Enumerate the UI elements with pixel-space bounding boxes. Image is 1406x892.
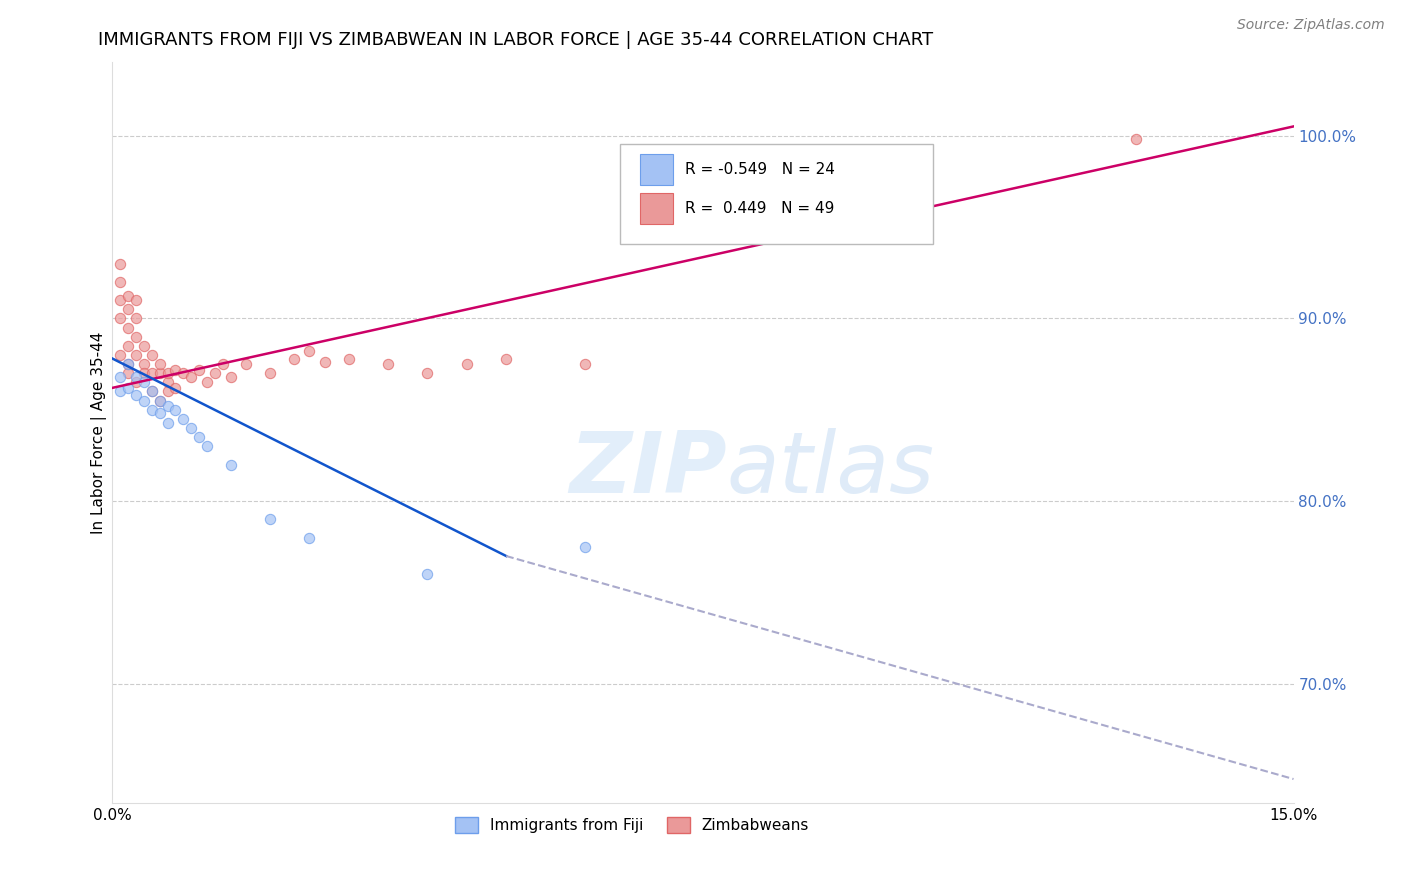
Point xyxy=(149,393,172,408)
Point xyxy=(117,289,139,303)
Point xyxy=(149,366,172,380)
Point xyxy=(416,366,439,380)
Point xyxy=(132,366,155,380)
Point xyxy=(298,344,321,359)
Point xyxy=(259,366,281,380)
Point xyxy=(132,376,155,390)
Point xyxy=(141,366,163,380)
Point xyxy=(149,357,172,371)
Point xyxy=(211,357,233,371)
Point xyxy=(195,439,218,453)
Point xyxy=(117,381,139,395)
Point xyxy=(125,311,148,326)
Point xyxy=(156,399,179,413)
Point xyxy=(141,402,163,417)
Point xyxy=(141,384,163,399)
Point xyxy=(156,366,179,380)
Point xyxy=(117,339,139,353)
Point xyxy=(235,357,257,371)
Point xyxy=(165,362,187,376)
Point xyxy=(110,369,132,384)
Text: IMMIGRANTS FROM FIJI VS ZIMBABWEAN IN LABOR FORCE | AGE 35-44 CORRELATION CHART: IMMIGRANTS FROM FIJI VS ZIMBABWEAN IN LA… xyxy=(98,31,934,49)
FancyBboxPatch shape xyxy=(640,154,673,186)
Point xyxy=(117,366,139,380)
Point xyxy=(219,458,242,472)
Point xyxy=(377,357,399,371)
Point xyxy=(132,393,155,408)
Point xyxy=(110,384,132,399)
Point xyxy=(495,351,517,366)
Point xyxy=(125,329,148,343)
Point xyxy=(149,393,172,408)
Point xyxy=(180,369,202,384)
Legend: Immigrants from Fiji, Zimbabweans: Immigrants from Fiji, Zimbabweans xyxy=(449,812,815,839)
Point xyxy=(172,366,194,380)
Point xyxy=(259,512,281,526)
Point xyxy=(149,406,172,420)
Point xyxy=(337,351,360,366)
Point xyxy=(125,388,148,402)
Point xyxy=(156,416,179,430)
Point xyxy=(110,256,132,270)
Text: atlas: atlas xyxy=(727,428,935,511)
Point xyxy=(574,357,596,371)
Point xyxy=(180,421,202,435)
Point xyxy=(110,311,132,326)
Point xyxy=(1125,132,1147,146)
Point xyxy=(117,302,139,317)
Point xyxy=(219,369,242,384)
Point xyxy=(416,567,439,582)
Point xyxy=(165,381,187,395)
Point xyxy=(132,339,155,353)
Point xyxy=(125,369,148,384)
Point xyxy=(283,351,305,366)
Point xyxy=(117,357,139,371)
Point xyxy=(156,384,179,399)
Point xyxy=(125,376,148,390)
Point xyxy=(188,430,211,444)
FancyBboxPatch shape xyxy=(620,144,934,244)
Point xyxy=(314,355,336,369)
Point xyxy=(574,540,596,554)
Text: R =  0.449   N = 49: R = 0.449 N = 49 xyxy=(685,201,835,216)
Y-axis label: In Labor Force | Age 35-44: In Labor Force | Age 35-44 xyxy=(91,332,107,533)
Point xyxy=(125,293,148,307)
Point xyxy=(172,412,194,426)
Point xyxy=(117,357,139,371)
Point xyxy=(156,376,179,390)
Point xyxy=(141,348,163,362)
Point xyxy=(204,366,226,380)
Point xyxy=(141,384,163,399)
Point xyxy=(110,348,132,362)
Point xyxy=(110,275,132,289)
Point xyxy=(165,402,187,417)
Point xyxy=(132,357,155,371)
Text: Source: ZipAtlas.com: Source: ZipAtlas.com xyxy=(1237,18,1385,32)
Point xyxy=(110,293,132,307)
Point xyxy=(195,376,218,390)
Point xyxy=(117,320,139,334)
Point xyxy=(125,348,148,362)
FancyBboxPatch shape xyxy=(640,193,673,224)
Point xyxy=(456,357,478,371)
Text: ZIP: ZIP xyxy=(569,428,727,511)
Point xyxy=(298,531,321,545)
Point xyxy=(188,362,211,376)
Text: R = -0.549   N = 24: R = -0.549 N = 24 xyxy=(685,162,835,178)
